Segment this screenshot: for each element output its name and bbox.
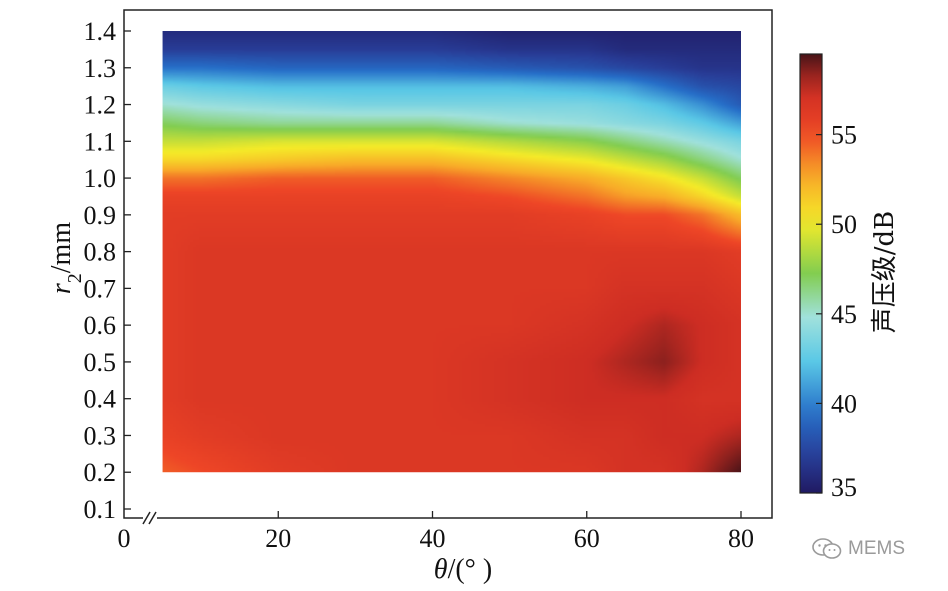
wechat-icon xyxy=(812,538,842,559)
colorbar-tick-label: 50 xyxy=(831,210,857,239)
colorbar-tick-label: 55 xyxy=(831,121,857,150)
x-tick-label: 40 xyxy=(420,524,446,553)
x-tick-label: 80 xyxy=(728,524,754,553)
y-tick-label: 1.2 xyxy=(84,91,117,120)
y-tick-label: 0.2 xyxy=(84,458,117,487)
x-axis-title: θ/(° ) xyxy=(434,554,492,585)
y-tick-label: 0.5 xyxy=(84,348,117,377)
y-tick-label: 0.7 xyxy=(84,274,117,303)
y-tick-label: 1.1 xyxy=(84,127,117,156)
watermark: MEMS xyxy=(812,538,905,560)
colorbar xyxy=(799,53,823,494)
y-tick-label: 0.9 xyxy=(84,201,117,230)
y-tick-label: 0.4 xyxy=(84,385,117,414)
y-tick-label: 0.1 xyxy=(84,495,117,524)
y-tick-label: 0.3 xyxy=(84,421,117,450)
colorbar-tick-label: 40 xyxy=(831,389,857,418)
x-tick-label: 0 xyxy=(118,524,131,553)
colorbar-tick-label: 45 xyxy=(831,300,857,329)
y-tick-label: 0.6 xyxy=(84,311,117,340)
y-axis-ticks: 0.1 0.2 0.3 0.4 0.5 0.6 0.7 0.8 0.9 1.0 1.1 1.2 1.3 1… xyxy=(84,17,131,524)
y-tick-label: 1.3 xyxy=(84,54,117,83)
y-tick-label: 1.0 xyxy=(84,164,117,193)
heatmap-surface xyxy=(162,31,741,473)
colorbar-tick-label: 35 xyxy=(831,473,857,502)
y-axis-title: r2/mm xyxy=(46,222,86,294)
x-tick-label: 20 xyxy=(265,524,291,553)
x-tick-label: 60 xyxy=(574,524,600,553)
x-axis-ticks: 0 20 40 60 80 xyxy=(118,511,754,553)
x-axis-break-mark xyxy=(142,511,157,525)
colorbar-title: 声压级/dB xyxy=(870,211,900,334)
watermark-text: MEMS xyxy=(848,538,905,559)
y-tick-label: 1.4 xyxy=(84,17,117,46)
y-tick-label: 0.8 xyxy=(84,238,117,267)
colorbar-ticks: 35 40 45 50 55 xyxy=(816,121,857,502)
